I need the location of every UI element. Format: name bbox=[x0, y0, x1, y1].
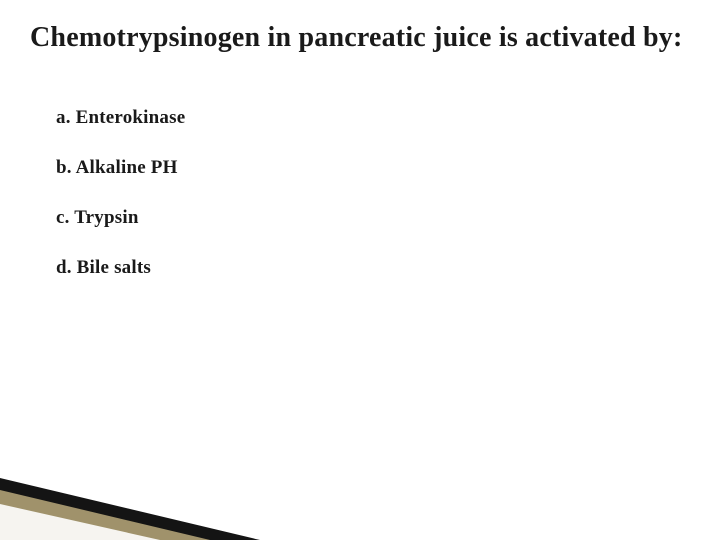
option-c: c. Trypsin bbox=[56, 207, 690, 229]
slide: Chemotrypsinogen in pancreatic juice is … bbox=[0, 0, 720, 540]
question-title: Chemotrypsinogen in pancreatic juice is … bbox=[30, 20, 690, 55]
decor-tri-dark bbox=[0, 478, 260, 540]
corner-decor bbox=[0, 470, 260, 540]
decor-tri-gold bbox=[0, 490, 210, 540]
option-b: b. Alkaline PH bbox=[56, 157, 690, 179]
options-list: a. Enterokinase b. Alkaline PH c. Trypsi… bbox=[30, 107, 690, 279]
decor-tri-light bbox=[0, 504, 160, 540]
option-a: a. Enterokinase bbox=[56, 107, 690, 129]
option-d: d. Bile salts bbox=[56, 257, 690, 279]
